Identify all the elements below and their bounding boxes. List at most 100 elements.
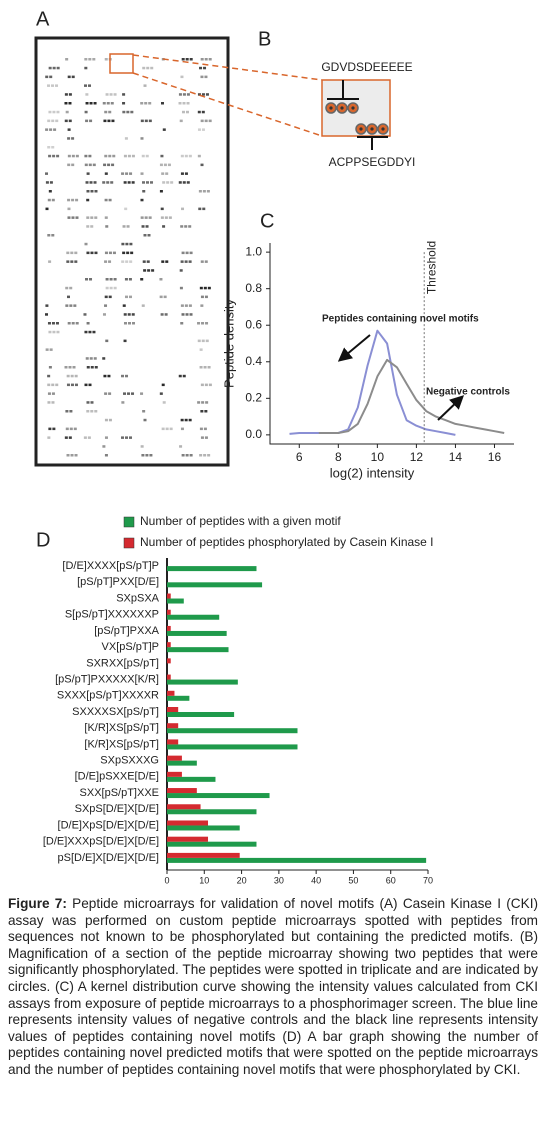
array-spot <box>68 436 72 439</box>
bar <box>167 744 298 750</box>
array-spot <box>203 366 207 369</box>
array-spot <box>121 401 125 404</box>
array-spot <box>56 110 60 114</box>
array-spot <box>55 322 59 325</box>
array-spot <box>141 225 145 228</box>
array-spot <box>86 401 90 404</box>
array-spot <box>86 225 90 228</box>
array-spot <box>185 454 189 457</box>
array-spot <box>204 295 208 299</box>
bracket <box>327 80 359 100</box>
array-spot <box>89 102 93 105</box>
array-spot <box>198 190 202 193</box>
panel-label: A <box>36 8 50 30</box>
array-spot <box>85 119 89 123</box>
array-spot <box>144 119 148 123</box>
bar <box>167 825 240 831</box>
bar <box>167 793 270 799</box>
array-spot <box>125 374 129 378</box>
array-spot <box>143 418 147 422</box>
array-spot <box>142 410 146 413</box>
array-spot <box>150 181 154 184</box>
array-spot <box>64 119 68 123</box>
array-spot <box>104 216 108 219</box>
array-spot <box>94 410 98 413</box>
x-tick-label: 10 <box>199 875 209 885</box>
array-spot <box>111 163 115 167</box>
array-spot <box>68 366 72 369</box>
array-spot <box>105 286 109 290</box>
array-spot <box>71 216 75 219</box>
bar <box>167 852 240 858</box>
array-spot <box>88 84 92 87</box>
array-spot <box>66 260 70 263</box>
array-spot <box>143 84 147 87</box>
bar <box>167 841 257 847</box>
array-spot <box>109 93 113 96</box>
array-spot <box>162 225 166 228</box>
array-spot <box>90 190 94 193</box>
array-spot <box>199 66 203 70</box>
array-spot <box>201 339 205 343</box>
bar <box>167 760 197 766</box>
array-spot <box>180 418 184 422</box>
array-spot <box>185 110 189 114</box>
array-spot <box>127 181 131 184</box>
category-label: [pS/pT]PXX[D/E] <box>77 576 159 588</box>
array-spot <box>104 198 108 202</box>
array-spot <box>56 154 60 158</box>
y-axis-label: Peptide density <box>221 299 236 388</box>
array-spot <box>52 66 56 70</box>
array-spot <box>167 163 171 167</box>
array-spot <box>147 269 151 272</box>
array-spot <box>108 260 112 263</box>
array-spot <box>161 260 165 263</box>
array-spot <box>65 110 69 114</box>
array-spot <box>180 322 184 325</box>
array-spot <box>182 181 186 184</box>
array-spot <box>150 66 154 70</box>
array-spot <box>181 454 185 457</box>
array-spot <box>207 286 211 290</box>
array-spot <box>122 102 126 105</box>
array-spot <box>55 383 59 387</box>
array-spot <box>207 366 211 369</box>
x-tick-label: 70 <box>423 875 433 885</box>
array-spot <box>199 427 203 431</box>
array-spot <box>161 427 165 431</box>
array-spot <box>123 181 127 184</box>
array-spot <box>140 172 144 175</box>
array-spot <box>202 190 206 193</box>
array-spot <box>186 93 190 96</box>
array-spot <box>86 366 90 369</box>
category-label: [D/E]XXXX[pS/pT]P <box>62 560 159 572</box>
array-spot <box>123 313 127 316</box>
array-spot <box>184 154 188 158</box>
bar <box>167 804 201 810</box>
x-tick-label: 10 <box>371 450 385 464</box>
array-spot <box>178 181 182 184</box>
array-spot <box>85 102 89 105</box>
array-spot <box>68 93 72 96</box>
category-label: [pS/pT]PXXXXX[K/R] <box>55 673 159 685</box>
array-spot <box>151 269 155 272</box>
array-spot <box>67 207 71 211</box>
array-spot <box>131 154 135 158</box>
array-spot <box>197 322 201 325</box>
array-spot <box>201 128 205 131</box>
array-spot <box>47 119 51 123</box>
array-spot <box>85 181 89 184</box>
array-spot <box>56 330 60 334</box>
array-spot <box>140 119 144 123</box>
array-spot <box>51 198 55 202</box>
category-label: [D/E]XXXpS[D/E]X[D/E] <box>43 836 159 848</box>
array-spot <box>93 357 97 360</box>
array-spot <box>67 216 71 219</box>
array-spot <box>131 181 135 184</box>
array-spot <box>104 295 108 299</box>
array-spot <box>185 58 189 61</box>
array-spot <box>67 128 71 131</box>
category-label: [K/R]XS[pS/pT] <box>84 722 159 734</box>
array-spot <box>74 454 78 457</box>
array-spot <box>189 313 193 316</box>
